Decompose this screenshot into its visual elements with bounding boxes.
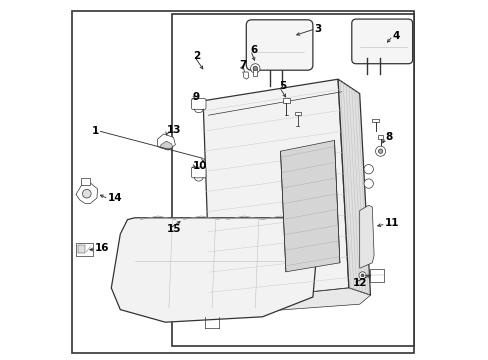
Text: 9: 9 — [192, 92, 200, 102]
Polygon shape — [210, 288, 370, 315]
Text: 6: 6 — [249, 45, 257, 55]
Text: 16: 16 — [95, 243, 109, 253]
Text: 15: 15 — [167, 224, 181, 234]
Bar — [253, 69, 257, 76]
Polygon shape — [111, 218, 316, 322]
Text: 1: 1 — [91, 126, 99, 136]
Circle shape — [363, 179, 373, 188]
Polygon shape — [203, 79, 348, 302]
Text: 10: 10 — [192, 161, 207, 171]
Circle shape — [250, 64, 260, 73]
Polygon shape — [359, 205, 373, 268]
Circle shape — [82, 189, 91, 198]
Polygon shape — [160, 141, 172, 149]
Bar — [283, 98, 289, 103]
Bar — [369, 269, 384, 282]
Circle shape — [363, 165, 373, 174]
Bar — [76, 243, 93, 256]
Text: 5: 5 — [278, 81, 285, 91]
Text: 13: 13 — [167, 125, 181, 135]
Circle shape — [253, 66, 257, 71]
FancyBboxPatch shape — [351, 19, 412, 64]
Circle shape — [358, 272, 366, 279]
Bar — [377, 135, 383, 139]
Bar — [294, 112, 300, 115]
Text: 14: 14 — [107, 193, 122, 203]
Polygon shape — [242, 72, 248, 79]
Text: 8: 8 — [384, 132, 391, 142]
Bar — [172, 14, 413, 346]
Polygon shape — [280, 140, 339, 272]
Text: 11: 11 — [384, 218, 399, 228]
Bar — [81, 178, 90, 185]
Polygon shape — [157, 134, 175, 150]
Text: 3: 3 — [314, 24, 321, 34]
Polygon shape — [337, 79, 370, 295]
Text: 2: 2 — [193, 51, 200, 61]
Bar — [371, 119, 378, 122]
Text: 12: 12 — [352, 278, 366, 288]
Text: 7: 7 — [239, 60, 246, 70]
Polygon shape — [76, 184, 98, 203]
Text: 4: 4 — [391, 31, 399, 41]
FancyBboxPatch shape — [191, 167, 205, 178]
Circle shape — [361, 274, 363, 277]
Circle shape — [378, 149, 382, 153]
Circle shape — [375, 146, 385, 156]
FancyBboxPatch shape — [191, 99, 205, 109]
FancyBboxPatch shape — [246, 20, 312, 70]
Bar — [78, 245, 84, 253]
